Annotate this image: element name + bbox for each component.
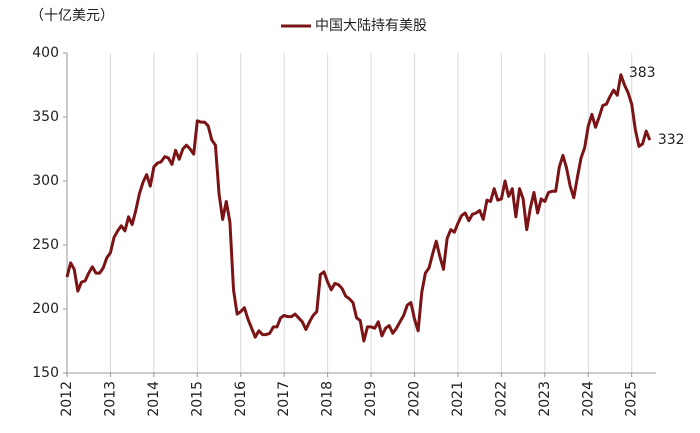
x-tick-label: 2022 xyxy=(493,381,509,417)
y-tick-label: 400 xyxy=(32,45,59,61)
y-tick-label: 350 xyxy=(32,109,59,125)
value-label: 332 xyxy=(658,132,685,148)
y-tick-label: 150 xyxy=(32,365,59,381)
x-tick-label: 2016 xyxy=(233,381,249,417)
value-label: 383 xyxy=(629,65,656,81)
y-axis-label: （十亿美元） xyxy=(30,8,114,24)
line xyxy=(65,73,652,343)
y-tick-label: 250 xyxy=(32,237,59,253)
legend-label: 中国大陆持有美股 xyxy=(315,18,427,34)
x-tick-label: 2025 xyxy=(624,381,640,417)
x-tick-label: 2024 xyxy=(580,381,596,417)
x-tick-label: 2017 xyxy=(276,381,292,417)
y-tick-label: 300 xyxy=(32,173,59,189)
x-tick-label: 2015 xyxy=(189,381,205,417)
x-tick-label: 2020 xyxy=(407,381,423,417)
x-tick-label: 2018 xyxy=(320,381,336,417)
x-tick-label: 2019 xyxy=(363,381,379,417)
x-tick-label: 2014 xyxy=(146,381,162,417)
x-tick-label: 2023 xyxy=(537,381,553,417)
x-tick-label: 2021 xyxy=(450,381,466,417)
y-tick-label: 200 xyxy=(32,301,59,317)
x-tick-label: 2012 xyxy=(59,381,75,417)
x-tick-label: 2013 xyxy=(102,381,118,417)
